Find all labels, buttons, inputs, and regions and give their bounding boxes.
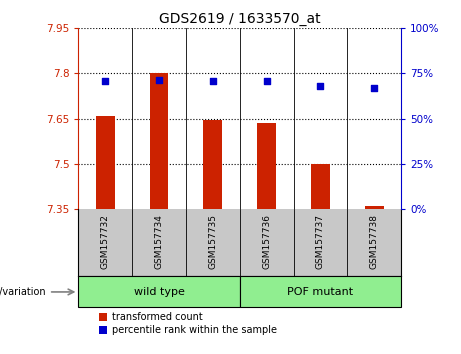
Bar: [78, 276, 240, 307]
Text: GSM157738: GSM157738: [370, 214, 378, 269]
Legend: transformed count, percentile rank within the sample: transformed count, percentile rank withi…: [100, 312, 277, 335]
Bar: [96, 115, 115, 209]
Point: [101, 78, 109, 84]
Text: GSM157735: GSM157735: [208, 214, 217, 269]
Text: wild type: wild type: [134, 287, 184, 297]
Bar: [240, 276, 401, 307]
Text: GSM157734: GSM157734: [154, 214, 164, 269]
Point: [209, 78, 217, 84]
Point: [263, 78, 270, 84]
Text: GSM157732: GSM157732: [101, 214, 110, 269]
Title: GDS2619 / 1633570_at: GDS2619 / 1633570_at: [159, 12, 320, 26]
Text: POF mutant: POF mutant: [287, 287, 354, 297]
Point: [155, 77, 163, 82]
Point: [317, 83, 324, 89]
Bar: [150, 73, 168, 209]
Point: [371, 85, 378, 91]
Text: GSM157737: GSM157737: [316, 214, 325, 269]
Bar: [365, 206, 384, 209]
Bar: [203, 120, 222, 209]
Bar: [311, 164, 330, 209]
Text: genotype/variation: genotype/variation: [0, 287, 46, 297]
Bar: [257, 123, 276, 209]
Text: GSM157736: GSM157736: [262, 214, 271, 269]
